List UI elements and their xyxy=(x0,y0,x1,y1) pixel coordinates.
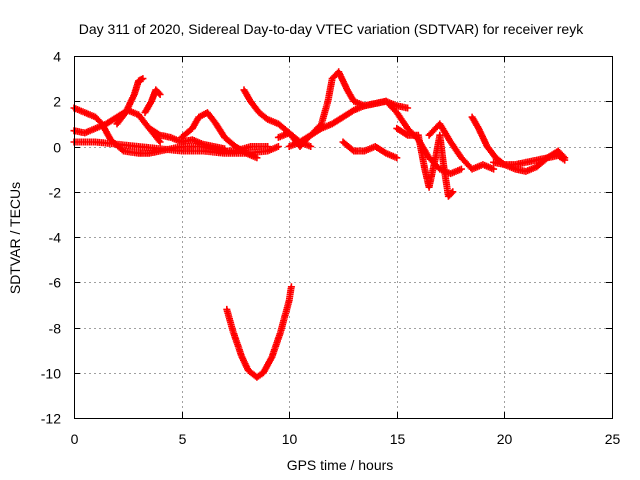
series-markers xyxy=(468,113,569,169)
series-markers xyxy=(145,124,229,153)
axis-ticks: 0 5 10 15 20 25 -12 -10 -8 -6 -4 -2 0 2 4 xyxy=(41,49,621,448)
y-tick-label: 0 xyxy=(53,140,61,156)
series-track-9 xyxy=(223,283,295,381)
y-tick-label: -10 xyxy=(41,366,61,382)
series-markers xyxy=(425,120,498,173)
series-markers xyxy=(141,86,164,117)
y-tick-label: -2 xyxy=(49,185,62,201)
x-axis-label: GPS time / hours xyxy=(287,457,394,473)
x-tick-label: 20 xyxy=(497,431,513,447)
x-tick-label: 25 xyxy=(605,431,621,447)
y-tick-label: -4 xyxy=(49,230,62,246)
series-track-15 xyxy=(468,113,569,169)
x-tick-label: 15 xyxy=(390,431,406,447)
x-tick-label: 0 xyxy=(71,431,79,447)
series-markers xyxy=(178,109,261,162)
series-track-16 xyxy=(490,147,569,175)
chart-title: Day 311 of 2020, Sidereal Day-to-day VTE… xyxy=(79,21,584,37)
y-tick-label: 2 xyxy=(53,94,61,110)
data-points xyxy=(70,68,569,381)
series-track-5 xyxy=(141,86,164,117)
series-track-4 xyxy=(113,75,147,128)
y-tick-label: 4 xyxy=(53,49,61,65)
y-tick-label: -12 xyxy=(41,411,61,427)
series-track-6 xyxy=(145,124,229,153)
x-tick-label: 5 xyxy=(179,431,187,447)
y-tick-label: -6 xyxy=(49,275,62,291)
series-track-13 xyxy=(393,124,457,200)
y-axis-label: SDTVAR / TECUs xyxy=(7,182,23,294)
x-tick-label: 10 xyxy=(282,431,298,447)
series-track-7 xyxy=(178,109,261,162)
series-markers xyxy=(339,138,401,162)
grid xyxy=(74,56,612,418)
series-markers xyxy=(223,283,295,381)
series-track-14 xyxy=(425,120,498,173)
series-markers xyxy=(393,124,457,200)
y-tick-label: -8 xyxy=(49,321,62,337)
series-track-12 xyxy=(339,138,401,162)
series-markers xyxy=(490,147,569,175)
series-markers xyxy=(113,75,147,128)
